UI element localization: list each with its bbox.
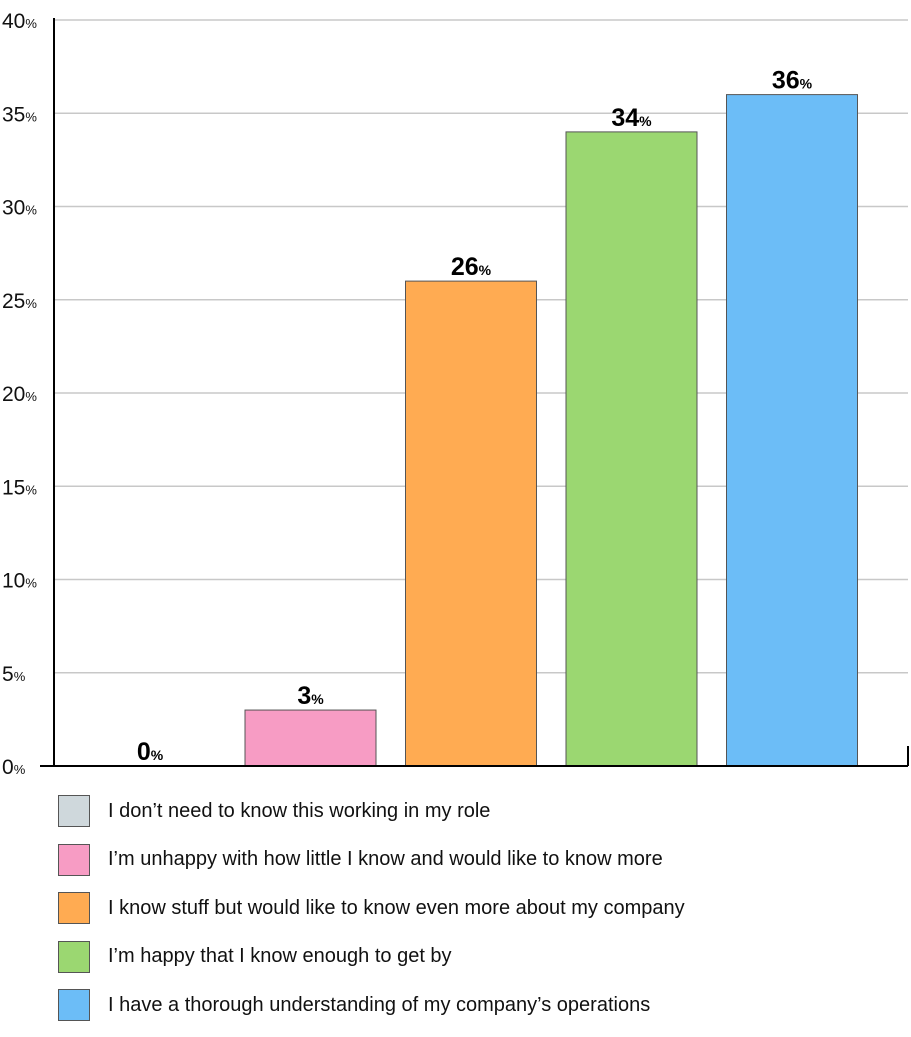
legend-label: I have a thorough understanding of my co…: [108, 993, 651, 1016]
legend-swatch: [58, 843, 90, 876]
y-tick-labels: 0% 5% 10% 15% 20% 25% 30% 35% 40%: [2, 10, 37, 779]
legend-swatch: [58, 989, 90, 1021]
legend-item: I don’t need to know this working in my …: [58, 794, 898, 828]
legend: I don’t need to know this working in my …: [58, 794, 898, 1037]
bar-value-label: 34%: [611, 104, 652, 132]
axes: [40, 18, 909, 767]
legend-item: I’m happy that I know enough to get by: [58, 940, 898, 974]
bar: [405, 280, 537, 767]
legend-item: I’m unhappy with how little I know and w…: [58, 843, 898, 877]
y-tick-label: 30%: [2, 197, 37, 220]
y-tick-label: 10%: [2, 570, 37, 593]
y-tick-label: 0%: [2, 756, 26, 779]
data-labels: 0% 3% 26% 34% 36%: [137, 67, 813, 766]
bar-chart: 0% 5% 10% 15% 20% 25% 30% 35% 40% 0% 3% 26% 34% 36%: [2, 10, 909, 779]
y-tick-label: 40%: [2, 10, 37, 33]
legend-label: I know stuff but would like to know even…: [108, 896, 685, 919]
legend-item: I know stuff but would like to know even…: [58, 891, 898, 925]
y-tick-label: 35%: [2, 103, 37, 126]
y-tick-label: 5%: [2, 663, 26, 686]
legend-label: I don’t need to know this working in my …: [108, 799, 491, 822]
bars: [244, 94, 858, 767]
bar: [565, 131, 698, 767]
legend-swatch: [58, 795, 90, 827]
legend-item: I have a thorough understanding of my co…: [58, 988, 898, 1022]
legend-label: I’m happy that I know enough to get by: [108, 945, 452, 967]
bar-value-label: 3%: [297, 682, 324, 710]
bar-value-label: 26%: [451, 253, 492, 281]
legend-label: I’m unhappy with how little I know and w…: [108, 848, 663, 870]
y-tick-label: 25%: [2, 290, 37, 313]
legend-swatch: [58, 892, 90, 924]
y-tick-label: 15%: [2, 476, 37, 499]
y-tick-label: 20%: [2, 383, 37, 406]
bar-value-label: 0%: [137, 738, 164, 766]
legend-swatch: [58, 940, 90, 973]
bar: [726, 94, 858, 767]
bar: [244, 709, 377, 767]
bar-value-label: 36%: [772, 67, 813, 95]
